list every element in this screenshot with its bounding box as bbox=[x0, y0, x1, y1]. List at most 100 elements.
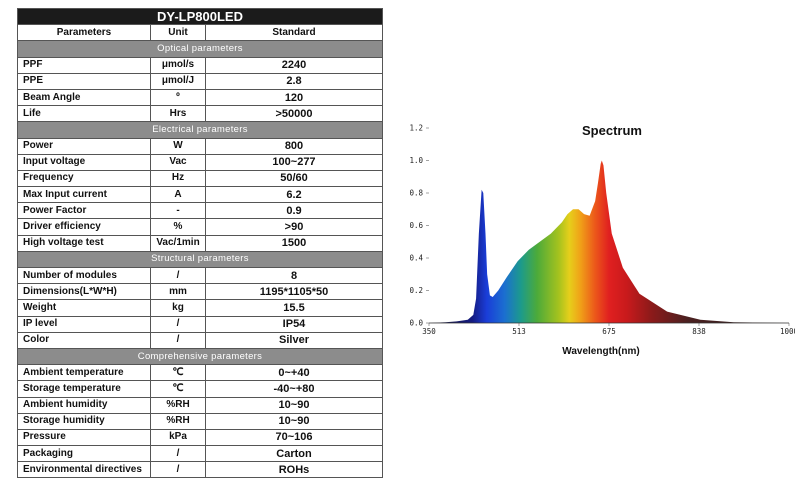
parameter-unit: ℃ bbox=[150, 380, 206, 398]
parameter-name: Pressure bbox=[17, 428, 151, 447]
x-tick-label: 513 bbox=[512, 327, 526, 336]
parameter-name: Weight bbox=[17, 299, 151, 317]
parameter-unit: / bbox=[150, 315, 206, 333]
table-row: Dimensions(L*W*H) mm 1195*1105*50 bbox=[17, 283, 383, 301]
parameter-name: Dimensions(L*W*H) bbox=[17, 283, 151, 301]
chart-title: Spectrum bbox=[582, 123, 642, 138]
parameter-value: 8 bbox=[205, 266, 383, 285]
parameter-value: >50000 bbox=[205, 105, 383, 123]
parameter-name: Storage temperature bbox=[17, 380, 151, 398]
table-row: Ambient humidity %RH 10~90 bbox=[17, 396, 383, 414]
x-axis: 350 513 675 838 1000 bbox=[422, 323, 795, 336]
parameter-value: 0~+40 bbox=[205, 364, 383, 382]
parameter-name: Power bbox=[17, 137, 151, 155]
table-row: Pressure kPa 70~106 bbox=[17, 428, 383, 447]
parameter-unit: Vac/1min bbox=[150, 234, 206, 252]
table-row: PPE μmol/J 2.8 bbox=[17, 72, 383, 90]
section-header-row: Comprehensive parameters bbox=[17, 347, 383, 366]
table-row: Power W 800 bbox=[17, 137, 383, 155]
x-axis-label: Wavelength(nm) bbox=[562, 346, 639, 357]
parameter-name: Storage humidity bbox=[17, 412, 151, 430]
table-row: Storage temperature ℃ -40~+80 bbox=[17, 380, 383, 398]
parameter-unit: º bbox=[150, 88, 206, 107]
parameter-value: ROHs bbox=[205, 461, 383, 479]
table-row: Weight kg 15.5 bbox=[17, 299, 383, 317]
table-title: DY-LP800LED bbox=[17, 7, 383, 26]
parameter-name: Max Input current bbox=[17, 186, 151, 204]
table-row: Power Factor -0.9 bbox=[17, 202, 383, 220]
y-tick-label: 0.8 bbox=[409, 189, 423, 198]
parameter-name: Input voltage bbox=[17, 153, 151, 171]
spec-table-body: DY-LP800LED Parameters Unit Standard Opt… bbox=[17, 7, 383, 479]
parameter-unit: Hrs bbox=[150, 105, 206, 123]
parameter-value: 10~90 bbox=[205, 396, 383, 414]
parameter-value: 10~90 bbox=[205, 412, 383, 430]
parameter-unit: A bbox=[150, 186, 206, 204]
parameter-unit: W bbox=[150, 137, 206, 155]
y-tick-label: 0.2 bbox=[409, 286, 423, 295]
spectrum-chart: Spectrum 0.0 0.2 0.4 0.6 0.8 1.0 1.2 350 513 675… bbox=[409, 123, 795, 357]
parameter-value: 2240 bbox=[205, 56, 383, 74]
table-row: Packaging / Carton bbox=[17, 445, 383, 463]
table-row: Ambient temperature ℃ 0~+40 bbox=[17, 364, 383, 382]
section-title: Structural parameters bbox=[17, 250, 383, 269]
parameter-value: IP54 bbox=[205, 315, 383, 333]
section-title: Electrical parameters bbox=[17, 121, 383, 139]
table-row: High voltage test Vac/1min 1500 bbox=[17, 234, 383, 252]
section-header-row: Optical parameters bbox=[17, 40, 383, 58]
parameter-unit: / bbox=[150, 445, 206, 463]
parameter-unit: Vac bbox=[150, 153, 206, 171]
header-unit: Unit bbox=[150, 24, 206, 42]
parameter-name: Packaging bbox=[17, 445, 151, 463]
parameter-value: 800 bbox=[205, 137, 383, 155]
parameter-unit: μmol/s bbox=[150, 56, 206, 74]
spec-table: DY-LP800LED Parameters Unit Standard Opt… bbox=[17, 7, 383, 479]
parameter-unit: μmol/J bbox=[150, 72, 206, 90]
parameter-name: Environmental directives bbox=[17, 461, 151, 479]
parameter-value: 1195*1105*50 bbox=[205, 283, 383, 301]
parameter-name: High voltage test bbox=[17, 234, 151, 252]
table-row: Environmental directives / ROHs bbox=[17, 461, 383, 479]
header-standard: Standard bbox=[205, 24, 383, 42]
parameter-unit: %RH bbox=[150, 412, 206, 430]
x-tick-label: 838 bbox=[692, 327, 706, 336]
parameter-value: 100~277 bbox=[205, 153, 383, 171]
parameter-value: 0.9 bbox=[205, 202, 383, 220]
y-tick-label: 1.0 bbox=[409, 156, 423, 165]
spectrum-area bbox=[429, 160, 789, 323]
parameter-name: Ambient humidity bbox=[17, 396, 151, 414]
table-row: Driver efficiency% >90 bbox=[17, 218, 383, 236]
parameter-name: IP level bbox=[17, 315, 151, 333]
parameter-name: Beam Angle bbox=[17, 88, 151, 107]
parameter-unit: %RH bbox=[150, 396, 206, 414]
y-tick-label: 0.0 bbox=[409, 319, 423, 328]
parameter-value: 50/60 bbox=[205, 169, 383, 188]
table-row: Number of modules/8 bbox=[17, 266, 383, 285]
parameter-unit: / bbox=[150, 331, 206, 349]
parameter-value: 70~106 bbox=[205, 428, 383, 447]
section-title: Comprehensive parameters bbox=[17, 347, 383, 366]
parameter-value: >90 bbox=[205, 218, 383, 236]
table-row: Input voltage Vac 100~277 bbox=[17, 153, 383, 171]
table-row: PPF μmol/s 2240 bbox=[17, 56, 383, 74]
table-row: Frequency Hz 50/60 bbox=[17, 169, 383, 188]
table-row: Beam Angle º 120 bbox=[17, 88, 383, 107]
y-tick-label: 0.6 bbox=[409, 221, 423, 230]
parameter-value: 2.8 bbox=[205, 72, 383, 90]
x-tick-label: 1000 bbox=[780, 327, 795, 336]
table-title-row: DY-LP800LED bbox=[17, 7, 383, 26]
parameter-unit: - bbox=[150, 202, 206, 220]
parameter-unit: kg bbox=[150, 299, 206, 317]
parameter-unit: / bbox=[150, 266, 206, 285]
parameter-name: Color bbox=[17, 331, 151, 349]
section-title: Optical parameters bbox=[17, 40, 383, 58]
table-header-row: Parameters Unit Standard bbox=[17, 24, 383, 42]
parameter-unit: / bbox=[150, 461, 206, 479]
y-tick-label: 0.4 bbox=[409, 254, 423, 263]
parameter-name: Ambient temperature bbox=[17, 364, 151, 382]
table-row: IP level / IP54 bbox=[17, 315, 383, 333]
x-tick-label: 350 bbox=[422, 327, 436, 336]
parameter-unit: kPa bbox=[150, 428, 206, 447]
y-axis: 0.0 0.2 0.4 0.6 0.8 1.0 1.2 bbox=[409, 124, 429, 328]
y-tick-label: 1.2 bbox=[409, 124, 423, 133]
